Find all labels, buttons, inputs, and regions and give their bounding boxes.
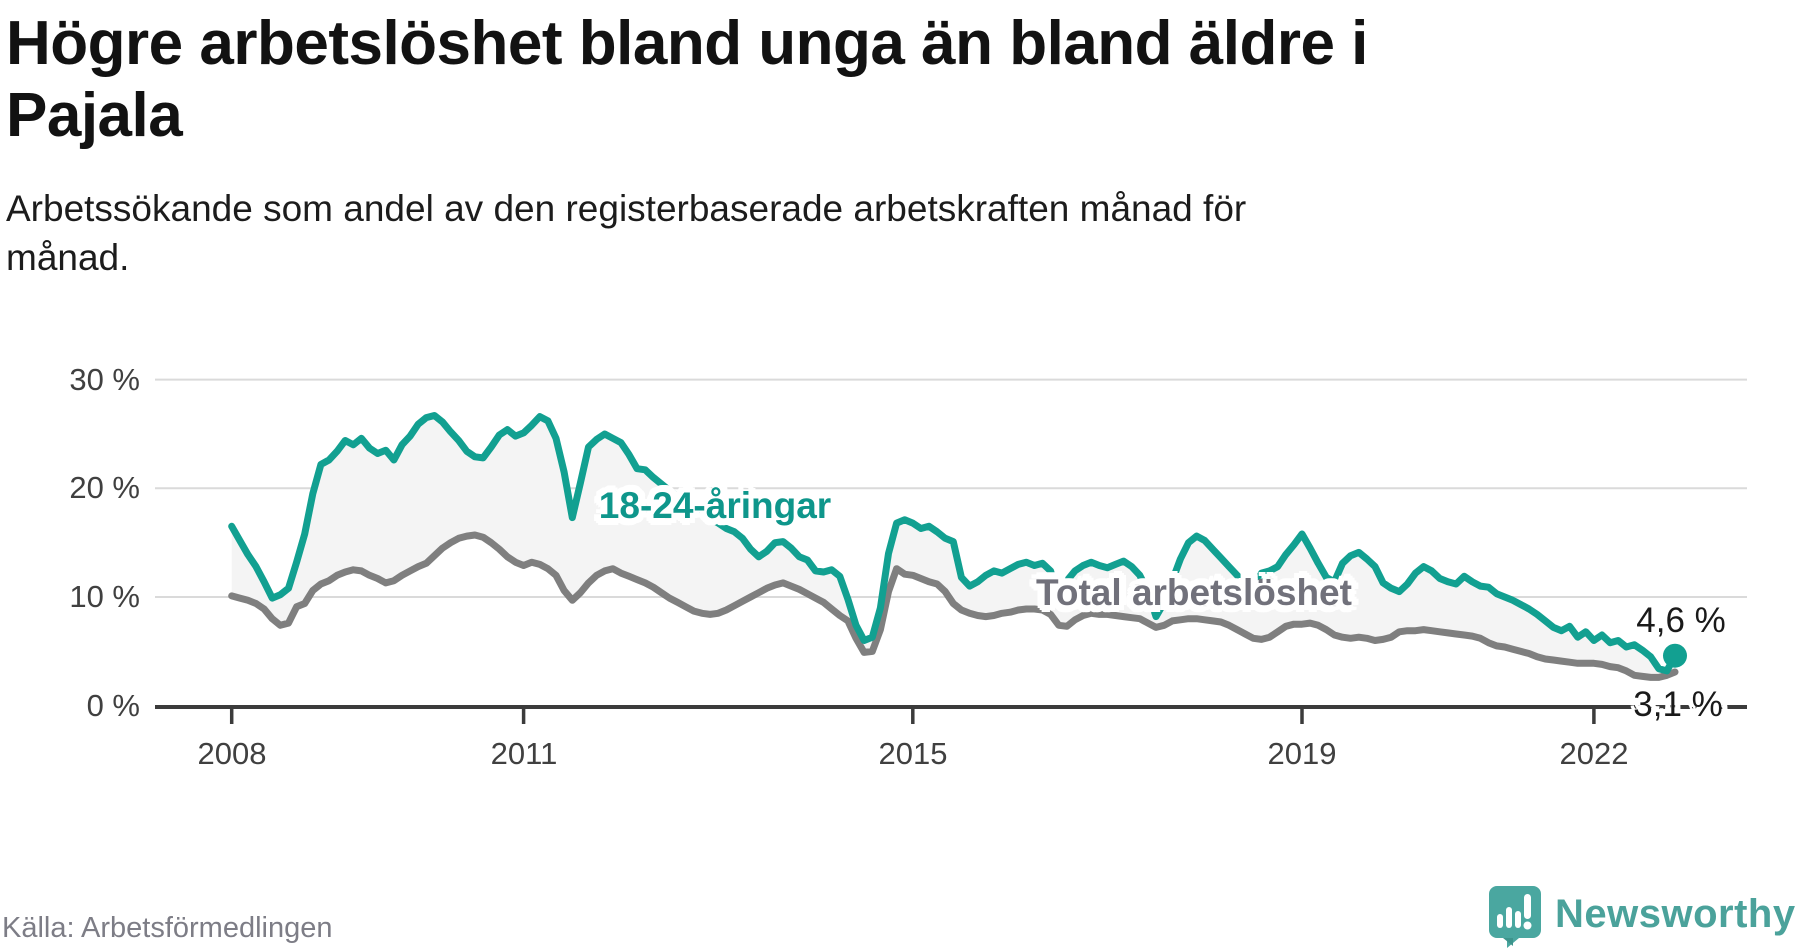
page-title-line-1: Högre arbetslöshet bland unga än bland ä… (6, 9, 1368, 78)
x-axis-tick-label: 2019 (1267, 736, 1337, 771)
x-axis-tick-label: 2015 (878, 736, 948, 771)
end-value-label-youth: 4,6 % (1636, 601, 1726, 640)
source-attribution: Källa: Arbetsförmedlingen (2, 912, 333, 944)
x-axis-tick-label: 2008 (197, 736, 267, 771)
series-label-total: Total arbetslöshet (1036, 572, 1352, 613)
series-label-youth: 18-24-åringar (598, 485, 832, 526)
page-title: Högre arbetslöshet bland unga än bland ä… (6, 8, 1776, 152)
y-axis-tick-label: 20 % (69, 470, 140, 505)
y-axis-tick-label: 0 % (86, 688, 140, 723)
newsworthy-logo-icon (1489, 886, 1541, 948)
series-end-dot (1663, 643, 1687, 668)
series-line-total (228, 531, 1679, 681)
y-axis-tick-label: 30 % (69, 362, 140, 397)
chart-subtitle-line-1: Arbetssökande som andel av den registerb… (6, 188, 1247, 229)
brand-name: Newsworthy (1555, 892, 1796, 936)
newsworthy-logo[interactable]: Newsworthy (1489, 886, 1799, 948)
y-axis-tick-label: 10 % (69, 579, 140, 614)
series-line-youth (228, 412, 1679, 675)
chart-subtitle: Arbetssökande som andel av den registerb… (6, 184, 1706, 282)
end-value-label-total: 3,1 % (1633, 685, 1723, 724)
chart-subtitle-line-2: månad. (6, 237, 130, 278)
x-axis-tick-label: 2022 (1559, 736, 1629, 771)
x-axis-tick-label: 2011 (490, 736, 558, 771)
page-title-line-2: Pajala (6, 81, 183, 150)
